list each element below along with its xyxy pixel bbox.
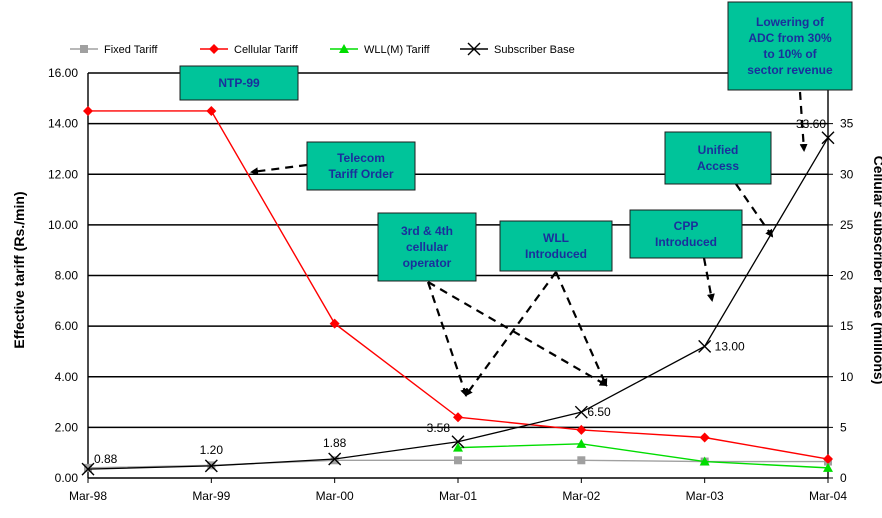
legend-label: Subscriber Base [494, 44, 575, 56]
cellular-tariff-point [576, 425, 586, 435]
subscriber-data-label: 3.58 [427, 421, 451, 435]
legend-label: Fixed Tariff [104, 44, 158, 56]
y2-tick-label: 25 [840, 218, 854, 232]
annotation-arrow [252, 165, 307, 172]
subscriber-data-label: 1.88 [323, 436, 347, 450]
fixed-tariff-point [84, 464, 92, 472]
annotation-box [307, 142, 415, 190]
annotation-text: CPP [674, 219, 699, 233]
subscriber-data-label: 1.20 [200, 443, 224, 457]
annotation-text: Lowering of [756, 15, 825, 29]
annotation-text: Access [697, 159, 739, 173]
legend-marker [80, 45, 88, 53]
annotation-text: to 10% of [763, 47, 817, 61]
x-tick-label: Mar-01 [439, 489, 477, 503]
annotation-text: Introduced [655, 235, 717, 249]
left-axis-ticks: 0.00 2.00 4.00 6.00 8.00 10.00 12.00 14.00 16.00 [48, 66, 78, 485]
y2-tick-label: 15 [840, 319, 854, 333]
y2-tick-label: 35 [840, 117, 854, 131]
fixed-tariff-point [577, 456, 585, 464]
y-tick-label: 6.00 [55, 319, 79, 333]
x-axis-ticks: Mar-98 Mar-99 Mar-00 Mar-01 Mar-02 Mar-03 Mar-… [69, 478, 847, 503]
y2-tick-label: 30 [840, 167, 854, 181]
y2-tick-label: 20 [840, 269, 854, 283]
x-tick-label: Mar-98 [69, 489, 107, 503]
x-tick-label: Mar-99 [192, 489, 230, 503]
right-axis-ticks: 0 5 10 15 20 25 30 35 [828, 117, 854, 485]
y-tick-label: 14.00 [48, 117, 78, 131]
annotation-text: cellular [406, 240, 448, 254]
cellular-tariff-point [83, 106, 93, 116]
legend-label: WLL(M) Tariff [364, 44, 431, 56]
subscriber-base-point [699, 340, 711, 352]
legend-marker [209, 44, 219, 54]
annotation-box [630, 210, 742, 258]
annotation-arrow [704, 258, 712, 300]
wll-m-tariff-line [458, 444, 828, 468]
cellular-tariff-point [700, 433, 710, 443]
annotation-text: NTP-99 [218, 76, 260, 90]
y2-tick-label: 5 [840, 420, 847, 434]
annotation-text: Introduced [525, 247, 587, 261]
subscriber-data-label: 13.00 [715, 339, 745, 353]
annotation-text: Telecom [337, 151, 385, 165]
annotation-text: 3rd & 4th [401, 224, 453, 238]
y-tick-label: 4.00 [55, 370, 79, 384]
annotation-arrow [428, 282, 606, 385]
legend-label: Cellular Tariff [234, 44, 299, 56]
y-tick-label: 0.00 [55, 471, 79, 485]
annotation-arrow [556, 272, 606, 385]
x-tick-label: Mar-03 [686, 489, 724, 503]
y-tick-label: 10.00 [48, 218, 78, 232]
y-tick-label: 2.00 [55, 420, 79, 434]
cellular-tariff-point [206, 106, 216, 116]
subscriber-data-label: 0.88 [94, 452, 118, 466]
annotation-text: sector revenue [747, 63, 833, 77]
y2-axis-title: Cellular subscriber base (millions) [871, 156, 882, 385]
subscriber-data-label: 33.60 [796, 117, 826, 131]
annotation-box [500, 221, 612, 271]
fixed-tariff-point [331, 456, 339, 464]
annotation-text: operator [403, 256, 452, 270]
y-tick-label: 8.00 [55, 269, 79, 283]
y-tick-label: 12.00 [48, 167, 78, 181]
y-axis-title: Effective tariff (Rs./min) [11, 191, 27, 348]
x-tick-label: Mar-04 [809, 489, 847, 503]
subscriber-data-label: 6.50 [587, 405, 611, 419]
y-tick-label: 16.00 [48, 66, 78, 80]
x-tick-label: Mar-00 [316, 489, 354, 503]
annotation-text: WLL [543, 231, 569, 245]
x-tick-label: Mar-02 [562, 489, 600, 503]
subscriber-base-point [575, 406, 587, 418]
annotation-text: Tariff Order [328, 167, 393, 181]
annotation-text: ADC from 30% [748, 31, 832, 45]
y2-tick-label: 0 [840, 471, 847, 485]
annotation-box [665, 132, 771, 184]
annotation-text: Unified [698, 143, 739, 157]
y2-tick-label: 10 [840, 370, 854, 384]
annotation-arrow [428, 282, 466, 395]
legend: Fixed Tariff Cellular Tariff WLL(M) Tariff… [70, 43, 575, 56]
fixed-tariff-point [454, 456, 462, 464]
